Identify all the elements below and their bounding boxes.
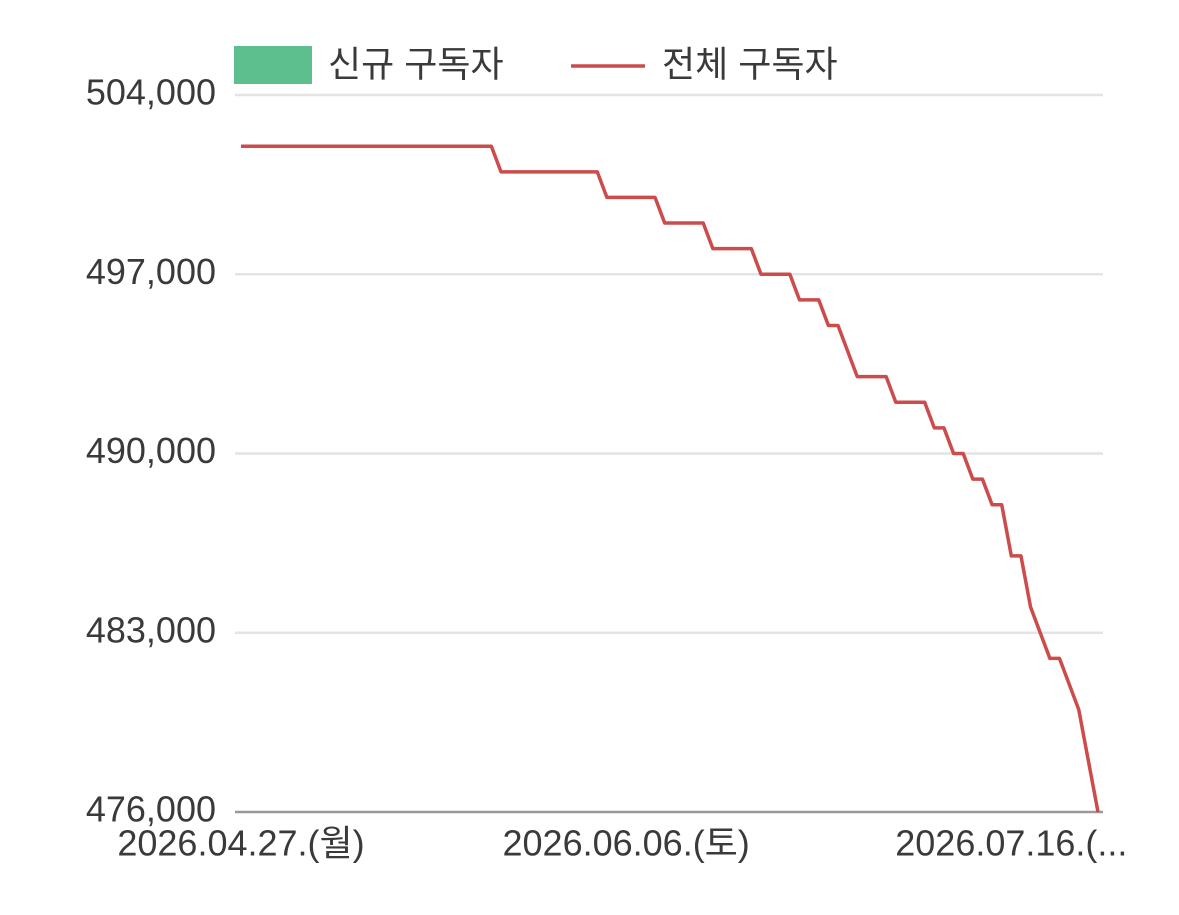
y-tick-label: 504,000: [86, 72, 216, 113]
x-tick-label: 2026.06.06.(토): [503, 823, 750, 864]
y-tick-label: 483,000: [86, 609, 216, 650]
y-tick-label: 490,000: [86, 430, 216, 471]
x-tick-label: 2026.07.16.(...: [895, 823, 1127, 864]
legend-swatch: [234, 46, 312, 84]
legend-label: 신규 구독자: [328, 44, 504, 85]
y-tick-label: 476,000: [86, 789, 216, 830]
x-tick-label: 2026.04.27.(월): [117, 823, 364, 864]
line: [241, 144, 1100, 813]
legend-label: 전체 구독자: [662, 44, 838, 85]
y-tick-label: 497,000: [86, 251, 216, 292]
